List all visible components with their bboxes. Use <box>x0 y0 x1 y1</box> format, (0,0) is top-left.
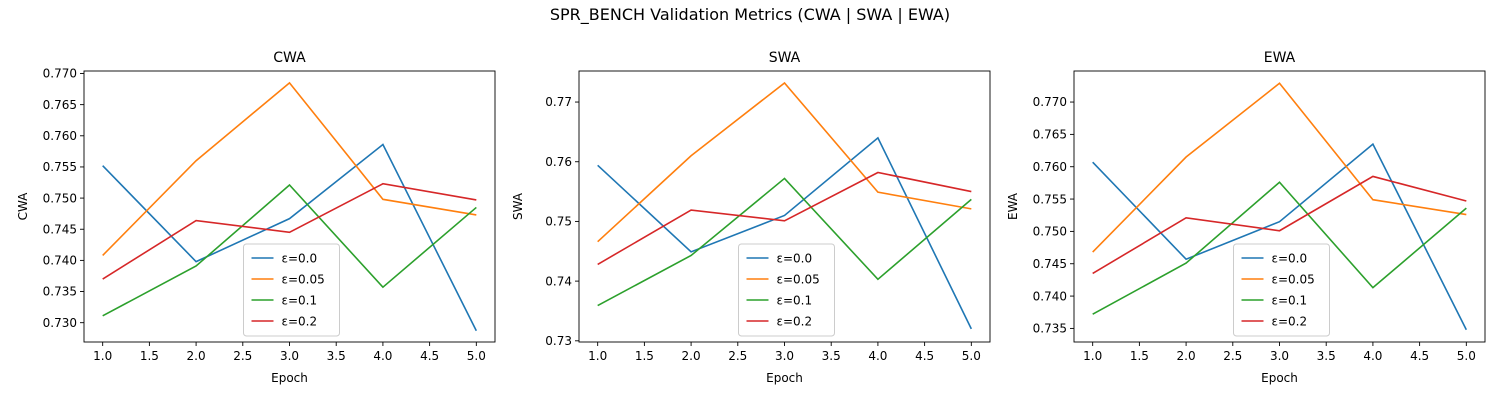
swa-xtick-label: 4.5 <box>915 349 934 363</box>
ewa-chart: EWA 1.0 1.5 2.0 2.5 3.0 3.5 4.0 4.5 5.0 0.735 0.740… <box>1006 50 1486 385</box>
swa-xlabel: Epoch <box>766 371 803 385</box>
ewa-ytick-label: 0.755 <box>1033 192 1067 206</box>
cwa-xtick-label: 2.0 <box>187 349 206 363</box>
cwa-ytick-label: 0.730 <box>43 316 77 330</box>
ewa-legend-label-3: ε=0.2 <box>1272 315 1308 329</box>
cwa-legend-label-3: ε=0.2 <box>282 315 318 329</box>
cwa-xtick-label: 1.5 <box>140 349 159 363</box>
ewa-legend-label-2: ε=0.1 <box>1272 294 1308 308</box>
swa-xtick-label: 1.0 <box>588 349 607 363</box>
cwa-xtick-label: 1.0 <box>93 349 112 363</box>
cwa-xtick-label: 3.5 <box>327 349 346 363</box>
cwa-ylabel: CWA <box>16 192 30 221</box>
swa-series-line-2 <box>597 177 972 307</box>
ewa-legend: ε=0.0 ε=0.05 ε=0.1 ε=0.2 <box>1233 243 1330 337</box>
swa-ytick-label: 0.74 <box>545 274 572 288</box>
swa-xtick-label: 2.0 <box>682 349 701 363</box>
ewa-title: EWA <box>1264 50 1296 66</box>
cwa-xtick-label: 4.0 <box>373 349 392 363</box>
cwa-ytick-label: 0.760 <box>43 129 77 143</box>
ewa-ytick-label: 0.770 <box>1033 95 1067 109</box>
ewa-ytick-label: 0.760 <box>1033 160 1067 174</box>
ewa-xtick-label: 3.0 <box>1270 349 1289 363</box>
swa-xtick-label: 2.5 <box>728 349 747 363</box>
cwa-title: CWA <box>273 50 306 66</box>
ewa-ytick-label: 0.765 <box>1033 128 1067 142</box>
swa-xtick-label: 4.0 <box>868 349 887 363</box>
cwa-xtick-label: 2.5 <box>233 349 252 363</box>
ewa-xtick-label: 1.5 <box>1130 349 1149 363</box>
swa-series-line-0 <box>597 136 973 330</box>
cwa-ytick-label: 0.755 <box>43 160 77 174</box>
cwa-ytick-label: 0.740 <box>43 254 77 268</box>
ewa-ytick-label: 0.735 <box>1033 322 1067 336</box>
swa-ytick-label: 0.76 <box>545 155 572 169</box>
ewa-xtick-label: 1.0 <box>1083 349 1102 363</box>
swa-series-line-1 <box>597 81 972 243</box>
ewa-xtick-label: 2.5 <box>1223 349 1242 363</box>
cwa-legend-label-1: ε=0.05 <box>282 273 325 287</box>
ewa-xtick-label: 4.0 <box>1363 349 1382 363</box>
swa-ytick-label: 0.75 <box>545 215 572 229</box>
cwa-xlabel: Epoch <box>271 371 308 385</box>
ewa-xtick-label: 4.5 <box>1410 349 1429 363</box>
swa-title: SWA <box>769 50 801 66</box>
ewa-legend-box <box>1233 243 1330 337</box>
ewa-series-line-3 <box>1092 175 1467 275</box>
ewa-ytick-label: 0.745 <box>1033 257 1067 271</box>
swa-legend-label-1: ε=0.05 <box>777 273 820 287</box>
ewa-xtick-label: 2.0 <box>1177 349 1196 363</box>
cwa-ytick-label: 0.765 <box>43 98 77 112</box>
cwa-legend-box <box>243 243 340 337</box>
cwa-xtick-label: 5.0 <box>467 349 486 363</box>
cwa-series-line-1 <box>102 81 477 256</box>
swa-legend-label-2: ε=0.1 <box>777 294 813 308</box>
ewa-ytick-label: 0.740 <box>1033 289 1067 303</box>
figure-title: SPR_BENCH Validation Metrics (CWA | SWA … <box>549 5 951 24</box>
swa-xtick-label: 5.0 <box>962 349 981 363</box>
cwa-series-line-0 <box>102 143 478 332</box>
ewa-legend-label-1: ε=0.05 <box>1272 273 1315 287</box>
cwa-ytick-label: 0.745 <box>43 222 77 236</box>
cwa-ytick-label: 0.770 <box>43 67 77 81</box>
ewa-ylabel: EWA <box>1006 192 1020 220</box>
cwa-xtick-label: 4.5 <box>420 349 439 363</box>
swa-chart: SWA 1.0 1.5 2.0 2.5 3.0 3.5 4.0 4.5 5.0 0.73 0.74 0.… <box>511 50 991 385</box>
cwa-ytick-label: 0.735 <box>43 285 77 299</box>
cwa-legend: ε=0.0 ε=0.05 ε=0.1 ε=0.2 <box>243 243 340 337</box>
swa-xtick-label: 1.5 <box>635 349 654 363</box>
swa-xtick-label: 3.5 <box>822 349 841 363</box>
ewa-series-line-1 <box>1092 82 1467 253</box>
ewa-legend-label-0: ε=0.0 <box>1272 252 1308 266</box>
ewa-series-line-2 <box>1092 181 1467 315</box>
ewa-xtick-label: 3.5 <box>1317 349 1336 363</box>
swa-legend-label-3: ε=0.2 <box>777 315 813 329</box>
swa-ytick-label: 0.73 <box>545 334 572 348</box>
ewa-xlabel: Epoch <box>1261 371 1298 385</box>
swa-legend-box <box>738 243 835 337</box>
swa-legend: ε=0.0 ε=0.05 ε=0.1 ε=0.2 <box>738 243 835 337</box>
ewa-ytick-label: 0.750 <box>1033 225 1067 239</box>
cwa-xtick-label: 3.0 <box>280 349 299 363</box>
cwa-legend-label-0: ε=0.0 <box>282 252 318 266</box>
cwa-legend-label-2: ε=0.1 <box>282 294 318 308</box>
swa-legend-label-0: ε=0.0 <box>777 252 813 266</box>
ewa-series-line-0 <box>1092 142 1468 331</box>
cwa-series-line-3 <box>102 182 477 280</box>
cwa-series-line-2 <box>102 183 477 317</box>
swa-ytick-label: 0.77 <box>545 95 572 109</box>
swa-xtick-label: 3.0 <box>775 349 794 363</box>
cwa-ytick-label: 0.750 <box>43 191 77 205</box>
ewa-xtick-label: 5.0 <box>1457 349 1476 363</box>
cwa-chart: CWA 1.0 1.5 2.0 2.5 3.0 3.5 4.0 4.5 5.0 0.730 0.735… <box>16 50 496 385</box>
swa-ylabel: SWA <box>511 192 525 220</box>
swa-series-line-3 <box>597 171 972 266</box>
